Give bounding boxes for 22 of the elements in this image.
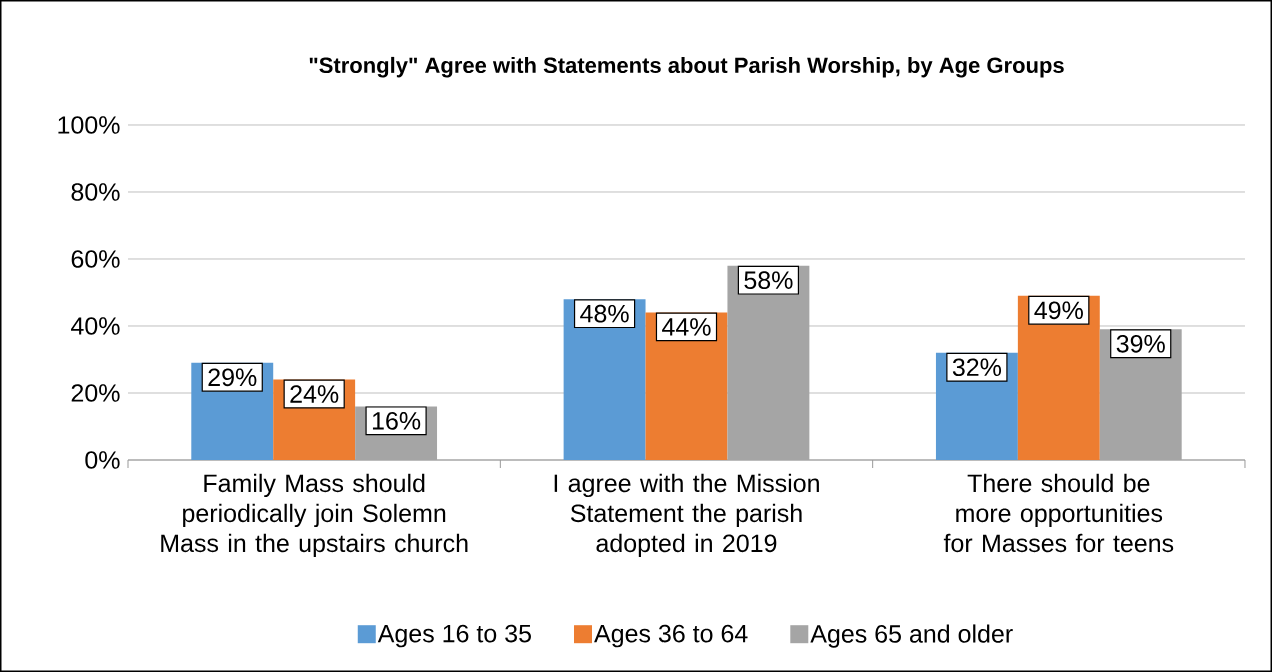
data-label: 48%	[580, 304, 629, 323]
data-label: 32%	[952, 358, 1002, 377]
data-label: 39%	[1116, 334, 1165, 353]
x-tick-label: There should be more opportunities for Masses for teens	[943, 473, 1174, 553]
y-tick-label: 0%	[85, 451, 120, 469]
data-label: 29%	[208, 368, 257, 387]
data-label: 24%	[290, 385, 339, 403]
y-tick-label: 60%	[71, 250, 120, 268]
legend-label: Ages 36 to 64	[594, 624, 748, 648]
legend-label: Ages 65 and older	[810, 624, 1013, 648]
y-tick-label: 40%	[71, 317, 120, 335]
y-tick-label: 20%	[71, 384, 120, 402]
data-label: 58%	[744, 271, 793, 289]
x-tick-label: I agree with the Mission Statement the parish adopted in 2019	[554, 473, 819, 558]
y-tick-label: 80%	[71, 183, 120, 201]
data-label: 44%	[662, 318, 711, 336]
legend-label: Ages 16 to 35	[377, 624, 531, 648]
chart-title: "Strongly" Agree with Statements about Parish Worship, by Age Groups	[309, 56, 1064, 78]
data-label: 49%	[1034, 301, 1083, 320]
x-tick-label: Family Mass should periodically join Solemn Mass in the upstairs church	[161, 473, 468, 558]
y-tick-label: 100%	[58, 116, 120, 134]
data-label: 16%	[372, 412, 421, 430]
